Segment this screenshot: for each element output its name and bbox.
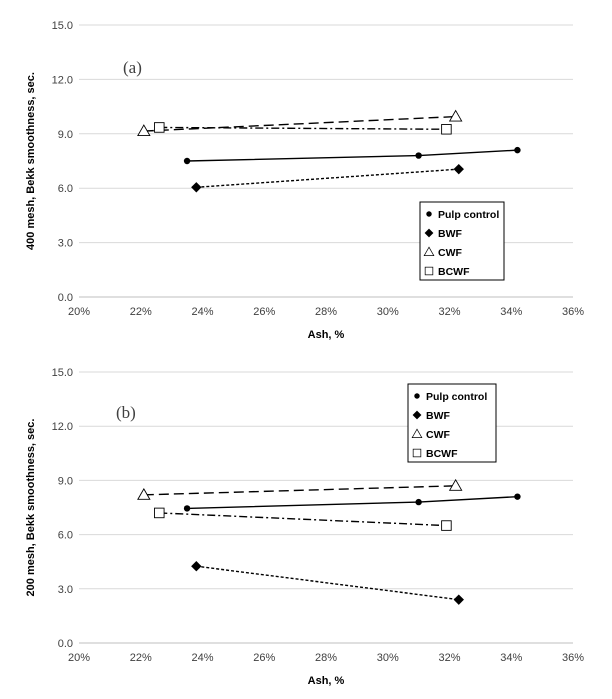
x-axis-title: Ash, % xyxy=(308,675,345,687)
legend-label-pulp-control: Pulp control xyxy=(426,391,487,403)
data-point-cwf xyxy=(448,109,463,122)
x-tick-label: 34% xyxy=(500,306,522,318)
panel-label: (a) xyxy=(123,58,142,77)
y-tick-label: 6.0 xyxy=(58,183,73,195)
legend-marker-cwf xyxy=(423,246,435,256)
x-tick-label: 22% xyxy=(130,306,152,318)
y-tick-label: 6.0 xyxy=(58,530,73,542)
x-tick-label: 20% xyxy=(68,652,90,664)
legend-label-pulp-control: Pulp control xyxy=(438,209,499,221)
data-point-cwf xyxy=(137,487,151,500)
data-point-bwf xyxy=(453,163,464,175)
data-point-pulp-control xyxy=(514,493,521,500)
y-tick-label: 9.0 xyxy=(58,129,73,141)
y-axis-title: 400 mesh, Bekk smoothness, sec. xyxy=(25,72,37,250)
x-tick-label: 34% xyxy=(500,652,522,664)
legend-label-cwf: CWF xyxy=(426,429,450,441)
x-tick-label: 32% xyxy=(438,306,460,318)
legend-box xyxy=(407,383,497,463)
data-point-pulp-control xyxy=(415,498,422,506)
series-line-bcwf xyxy=(159,512,447,527)
data-point-pulp-control xyxy=(183,157,191,165)
legend-label-cwf: CWF xyxy=(438,247,462,259)
y-axis-title: 200 mesh, Bekk smoothness, sec. xyxy=(25,419,37,597)
series-line-bwf xyxy=(196,565,459,601)
data-point-bcwf xyxy=(154,507,165,519)
y-tick-label: 3.0 xyxy=(58,238,73,250)
x-tick-label: 26% xyxy=(253,652,275,664)
y-tick-label: 3.0 xyxy=(58,584,73,596)
y-tick-label: 12.0 xyxy=(52,421,73,433)
x-tick-label: 32% xyxy=(438,652,460,664)
data-point-cwf xyxy=(137,124,151,137)
y-tick-label: 9.0 xyxy=(58,475,73,487)
legend-label-bwf: BWF xyxy=(438,228,462,240)
legend: Pulp control BWF CWF BCWF xyxy=(419,201,505,281)
legend: Pulp control BWF CWF BCWF xyxy=(407,383,497,463)
legend-marker-cwf xyxy=(411,428,423,438)
legend-marker-bcwf xyxy=(412,448,422,458)
chart-panel-a: 0.0 3.0 6.0 9.0 12.0 15.0 20% 22% 24% 26% 28% 30% 32… xyxy=(25,20,584,341)
x-tick-label: 26% xyxy=(253,306,275,318)
data-point-pulp-control xyxy=(514,146,521,154)
data-point-bcwf xyxy=(154,122,165,133)
y-tick-label: 12.0 xyxy=(52,74,73,86)
chart-panel-b: 0.0 3.0 6.0 9.0 12.0 15.0 20% 22% 24% 26% 28% 30% 32… xyxy=(25,367,584,687)
data-point-bcwf xyxy=(441,124,452,135)
y-tick-label: 15.0 xyxy=(52,20,73,32)
legend-label-bcwf: BCWF xyxy=(426,448,458,460)
series-line-pulp-control xyxy=(187,495,518,510)
x-tick-label: 24% xyxy=(191,306,213,318)
y-tick-label: 0.0 xyxy=(58,638,73,650)
data-point-bwf xyxy=(191,561,202,572)
legend-label-bcwf: BCWF xyxy=(438,266,470,278)
data-point-bwf xyxy=(453,594,464,605)
data-point-pulp-control xyxy=(183,505,191,512)
x-tick-label: 36% xyxy=(562,306,584,318)
x-tick-label: 36% xyxy=(562,652,584,664)
x-tick-label: 30% xyxy=(377,652,399,664)
series-line-bcwf xyxy=(159,126,447,130)
data-point-bwf xyxy=(191,182,202,193)
series-line-cwf xyxy=(143,485,456,496)
legend-box xyxy=(419,201,505,281)
x-tick-label: 24% xyxy=(191,652,213,664)
legend-marker-pulp-control xyxy=(426,211,432,217)
panel-label: (b) xyxy=(116,403,136,422)
x-tick-label: 28% xyxy=(315,652,337,664)
x-tick-label: 28% xyxy=(315,306,337,318)
data-point-bcwf xyxy=(441,520,452,531)
y-tick-label: 15.0 xyxy=(52,367,73,379)
legend-marker-bcwf xyxy=(424,266,434,276)
x-tick-label: 20% xyxy=(68,306,90,318)
x-tick-label: 22% xyxy=(130,652,152,664)
y-tick-label: 0.0 xyxy=(58,292,73,304)
series-line-cwf xyxy=(143,115,456,132)
legend-marker-pulp-control xyxy=(414,393,420,399)
data-point-pulp-control xyxy=(415,152,422,159)
series-line-pulp-control xyxy=(187,149,518,162)
series-line-bwf xyxy=(196,168,459,188)
legend-label-bwf: BWF xyxy=(426,410,450,422)
x-tick-label: 30% xyxy=(377,306,399,318)
x-axis-title: Ash, % xyxy=(308,329,345,341)
data-point-cwf xyxy=(448,478,463,491)
